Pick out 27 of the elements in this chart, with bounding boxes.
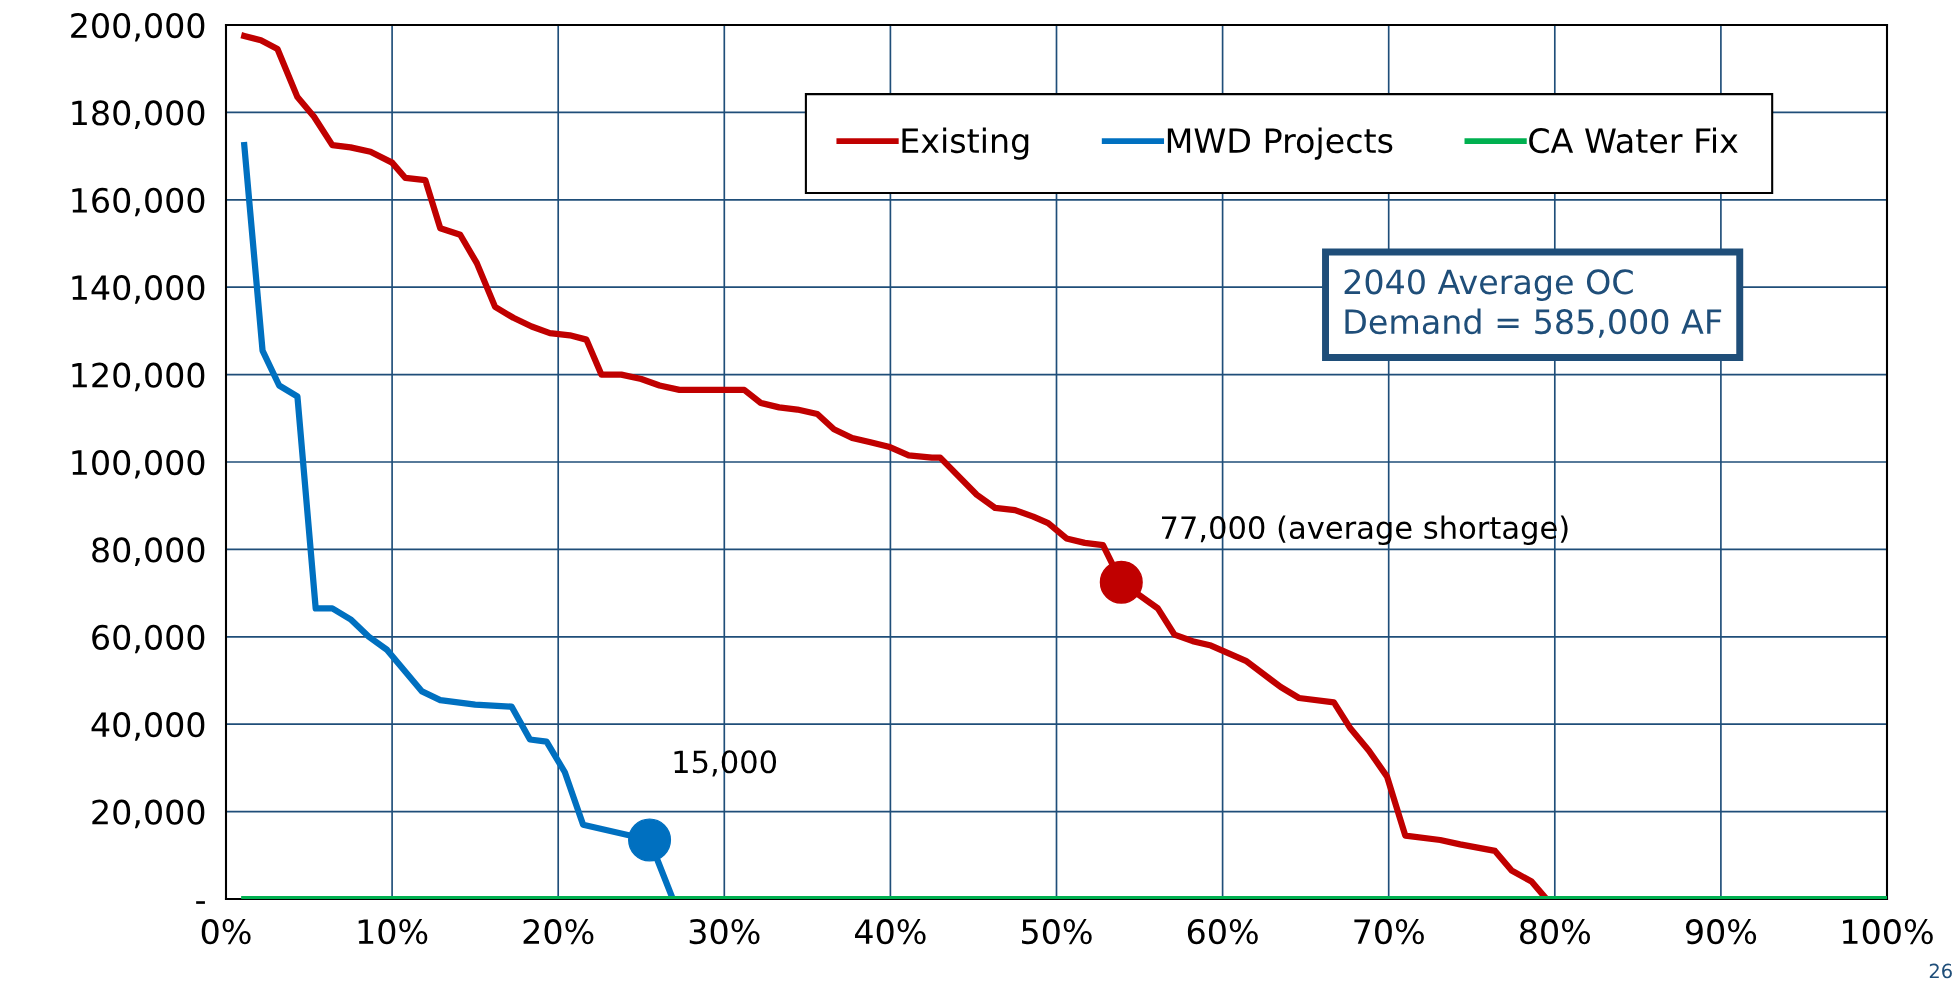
x-tick-label: 70%	[1354, 919, 1424, 945]
y-tick-label: 40,000	[91, 712, 205, 741]
x-tick-label: 20%	[523, 919, 594, 945]
y-tick-label: 120,000	[72, 362, 205, 392]
y-tick-label: 20,000	[92, 799, 205, 829]
x-tick-label: 80%	[1520, 919, 1590, 945]
y-tick-label: 200,000	[71, 12, 205, 42]
x-tick-label: 40%	[854, 919, 926, 945]
legend-label: CA Water Fix	[1529, 127, 1738, 154]
y-tick-label: -	[196, 901, 205, 904]
y-tick-label: 180,000	[72, 100, 205, 129]
x-tick-label: 0%	[201, 919, 251, 945]
x-tick-label: 90%	[1685, 919, 1757, 945]
x-tick-label: 100%	[1843, 919, 1933, 945]
legend-label: MWD Projects	[1167, 127, 1393, 160]
annotation: 2040 Average OC Demand = 585,000 AF	[1344, 269, 1722, 338]
y-tick-label: 160,000	[72, 187, 205, 217]
legend-label: Existing	[902, 127, 1029, 160]
y-tick-label: 80,000	[92, 537, 205, 566]
y-tick-label: 60,000	[92, 624, 205, 654]
y-tick-label: 100,000	[72, 449, 205, 479]
y-tick-label: 140,000	[72, 275, 205, 304]
x-tick-label: 30%	[689, 919, 760, 945]
x-tick-label: 10%	[358, 919, 428, 945]
x-tick-label: 50%	[1022, 919, 1092, 945]
x-tick-label: 60%	[1187, 919, 1258, 945]
text: 26	[1929, 963, 1952, 979]
